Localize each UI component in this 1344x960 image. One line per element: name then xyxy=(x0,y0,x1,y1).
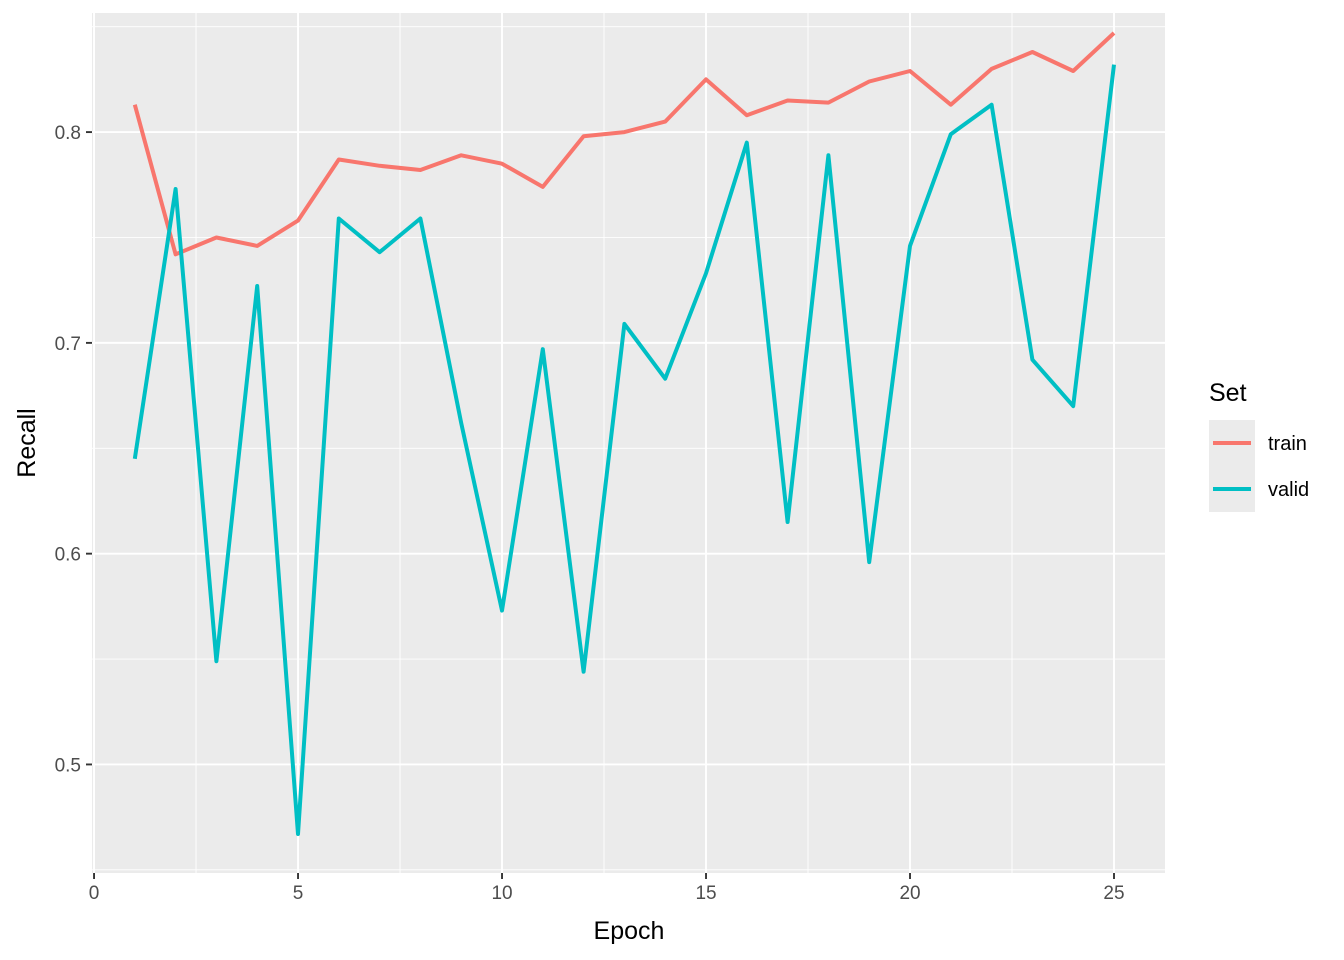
x-tick-label: 0 xyxy=(89,883,100,904)
x-axis-title: Epoch xyxy=(594,917,665,945)
series-line-train xyxy=(132,31,1116,257)
panel-background xyxy=(92,13,1165,873)
series-lines xyxy=(132,31,1116,836)
minor-gridlines xyxy=(92,13,1165,873)
x-axis: 0 5 10 15 20 25 xyxy=(89,873,1125,904)
x-tick-label: 25 xyxy=(1103,883,1124,904)
y-axis: 0.5 0.6 0.7 0.8 xyxy=(55,123,92,776)
legend-label-train: train xyxy=(1268,433,1307,455)
legend-title: Set xyxy=(1209,379,1247,407)
x-tick-label: 20 xyxy=(899,883,920,904)
x-tick-label: 15 xyxy=(695,883,716,904)
legend: Set train valid xyxy=(1209,379,1309,512)
y-tick-label: 0.7 xyxy=(55,334,81,355)
y-tick-label: 0.6 xyxy=(55,545,81,566)
legend-label-valid: valid xyxy=(1268,479,1309,501)
y-axis-title: Recall xyxy=(13,408,41,477)
x-tick-label: 10 xyxy=(491,883,512,904)
series-line-valid xyxy=(132,64,1116,836)
y-tick-label: 0.8 xyxy=(55,123,81,144)
x-tick-label: 5 xyxy=(293,883,304,904)
major-gridlines xyxy=(92,13,1165,873)
y-tick-label: 0.5 xyxy=(55,755,81,776)
